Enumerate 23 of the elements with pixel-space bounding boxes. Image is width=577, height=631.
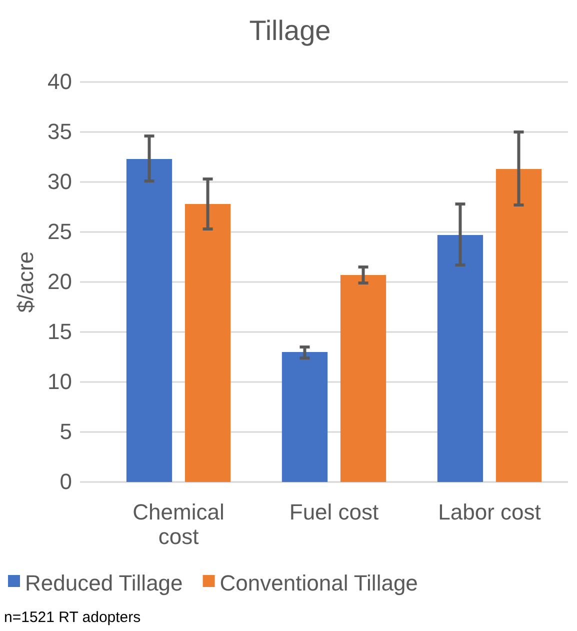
bar [340,275,386,482]
y-tick-label: 10 [48,369,72,394]
bar [496,169,542,482]
x-tick-label: Fuel cost [289,500,379,525]
legend-label: Conventional Tillage [220,570,418,596]
legend-label: Reduced Tillage [25,570,183,596]
bar [126,159,172,482]
x-tick-label: Chemical cost [132,500,224,549]
chart-title: Tillage [249,15,331,46]
bar [282,352,328,482]
bar [437,235,484,482]
y-tick-label: 0 [60,469,72,494]
x-tick-label: Labor cost [438,500,541,525]
y-tick-label: 5 [60,419,72,444]
y-tick-label: 25 [48,219,72,244]
y-tick-label: 20 [48,269,72,294]
y-tick-label: 40 [48,69,72,94]
y-tick-label: 30 [48,169,72,194]
y-tick-label: 35 [48,119,72,144]
bar [184,204,231,482]
y-axis-title: $/acre [13,251,38,313]
text: n=1521 RT adopters [4,609,141,626]
y-tick-label: 15 [48,319,72,344]
